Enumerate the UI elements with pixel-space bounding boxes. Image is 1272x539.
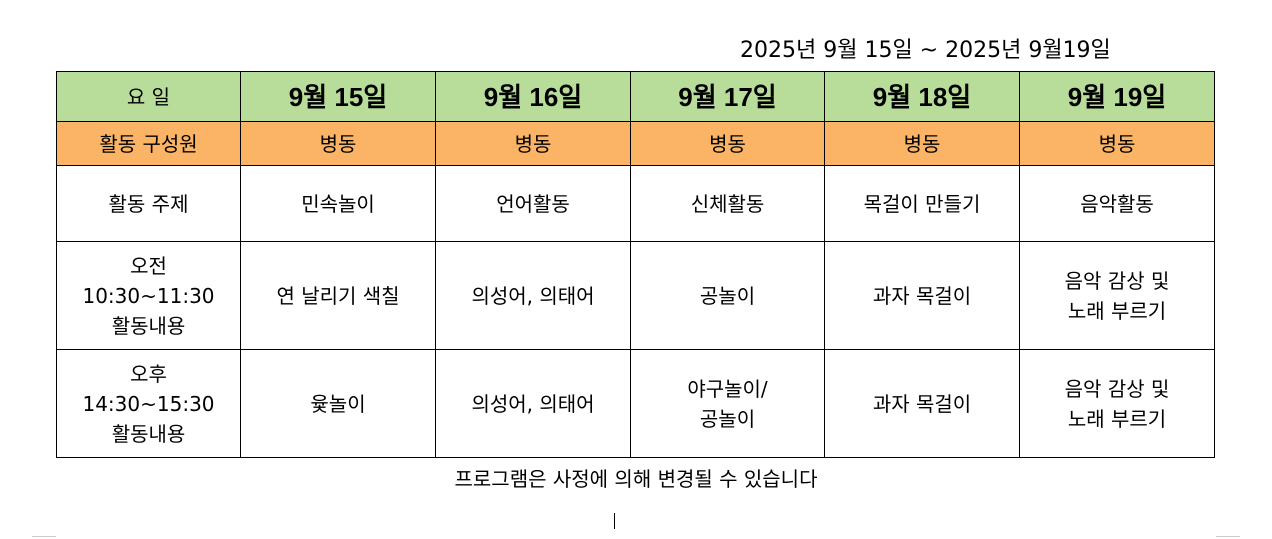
pm-activity-cell: 의성어, 의태어 — [435, 349, 631, 458]
date-header-cell: 9월 16일 — [435, 71, 631, 122]
date-header-cell: 9월 15일 — [240, 71, 436, 122]
members-label-cell: 활동 구성원 — [56, 121, 241, 166]
members-cell: 병동 — [824, 121, 1020, 166]
header-row: 요 일 9월 15일 9월 16일 9월 17일 9월 18일 9월 19일 — [56, 71, 1215, 122]
am-activity-cell: 연 날리기 색칠 — [240, 241, 436, 350]
schedule-period: 2025년 9월 15일 ~ 2025년 9월19일 — [740, 38, 1111, 63]
am-label-cell: 오전 10:30~11:30 활동내용 — [56, 241, 241, 350]
weekly-schedule-table: 요 일 9월 15일 9월 16일 9월 17일 9월 18일 9월 19일 활동 구성원 병… — [56, 71, 1215, 458]
theme-cell: 민속놀이 — [240, 165, 436, 242]
cell-line: 야구놀이/ — [687, 376, 768, 401]
cell-line: 오전 — [130, 253, 167, 278]
pm-activity-cell: 윷놀이 — [240, 349, 436, 458]
cell-line: 연 날리기 색칠 — [276, 283, 400, 308]
theme-row: 활동 주제 민속놀이 언어활동 신체활동 목걸이 만들기 음악활동 — [56, 165, 1215, 242]
theme-cell: 음악활동 — [1019, 165, 1215, 242]
cell-line: 공놀이 — [699, 283, 756, 308]
pm-activity-cell: 야구놀이/공놀이 — [630, 349, 825, 458]
members-cell: 병동 — [240, 121, 436, 166]
cell-line: 노래 부르기 — [1067, 406, 1167, 431]
am-activity-cell: 공놀이 — [630, 241, 825, 350]
cell-line: 노래 부르기 — [1067, 298, 1167, 323]
members-cell: 병동 — [1019, 121, 1215, 166]
theme-label-cell: 활동 주제 — [56, 165, 241, 242]
cell-line: 과자 목걸이 — [872, 391, 972, 416]
day-label-cell: 요 일 — [56, 71, 241, 122]
cell-line: 10:30~11:30 — [82, 283, 215, 308]
pm-activity-cell: 과자 목걸이 — [824, 349, 1020, 458]
theme-cell: 신체활동 — [630, 165, 825, 242]
members-cell: 병동 — [435, 121, 631, 166]
cell-line: 음악 감상 및 — [1064, 376, 1170, 401]
page-corner-mark — [1216, 536, 1240, 537]
theme-cell: 언어활동 — [435, 165, 631, 242]
pm-label-cell: 오후 14:30~15:30 활동내용 — [56, 349, 241, 458]
cell-line: 과자 목걸이 — [872, 283, 972, 308]
date-header-cell: 9월 17일 — [630, 71, 825, 122]
page-corner-mark — [32, 536, 56, 537]
cell-line: 음악 감상 및 — [1064, 268, 1170, 293]
text-cursor — [614, 513, 615, 529]
cell-line: 활동내용 — [111, 421, 186, 446]
cell-line: 활동내용 — [111, 313, 186, 338]
cell-line: 윷놀이 — [310, 391, 366, 416]
cell-line: 공놀이 — [699, 406, 756, 431]
cell-line: 의성어, 의태어 — [471, 283, 595, 308]
cell-line: 14:30~15:30 — [82, 391, 215, 416]
am-activity-cell: 과자 목걸이 — [824, 241, 1020, 350]
theme-cell: 목걸이 만들기 — [824, 165, 1020, 242]
cell-line: 의성어, 의태어 — [471, 391, 595, 416]
pm-activity-row: 오후 14:30~15:30 활동내용 윷놀이 의성어, 의태어 야구놀이/공놀이 과자 목… — [56, 349, 1215, 458]
am-activity-cell: 의성어, 의태어 — [435, 241, 631, 350]
members-row: 활동 구성원 병동 병동 병동 병동 병동 — [56, 121, 1215, 166]
change-notice: 프로그램은 사정에 의해 변경될 수 있습니다 — [454, 467, 818, 491]
date-header-cell: 9월 18일 — [824, 71, 1020, 122]
cell-line: 오후 — [130, 361, 167, 386]
members-cell: 병동 — [630, 121, 825, 166]
am-activity-row: 오전 10:30~11:30 활동내용 연 날리기 색칠 의성어, 의태어 공놀이 과자 목… — [56, 241, 1215, 350]
date-header-cell: 9월 19일 — [1019, 71, 1215, 122]
